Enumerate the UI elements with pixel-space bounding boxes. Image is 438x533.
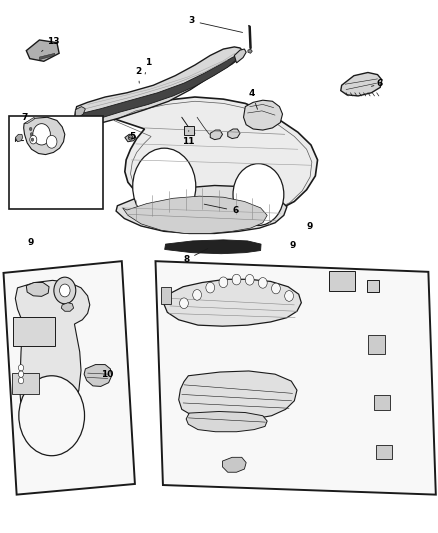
Polygon shape xyxy=(179,371,297,421)
Text: 7: 7 xyxy=(21,113,27,122)
Polygon shape xyxy=(223,457,246,472)
Bar xyxy=(13,317,55,346)
Text: 13: 13 xyxy=(42,37,60,52)
Text: 3: 3 xyxy=(188,17,243,33)
Circle shape xyxy=(206,282,215,293)
Circle shape xyxy=(258,278,267,288)
Circle shape xyxy=(29,127,32,131)
Polygon shape xyxy=(165,240,261,254)
Bar xyxy=(374,395,390,410)
Circle shape xyxy=(133,148,196,225)
Text: 9: 9 xyxy=(27,238,34,247)
Circle shape xyxy=(30,135,37,144)
Text: 6: 6 xyxy=(204,204,238,215)
Circle shape xyxy=(18,365,24,371)
Text: 8: 8 xyxy=(183,248,208,264)
Polygon shape xyxy=(186,411,267,432)
Polygon shape xyxy=(341,72,382,96)
Text: 11: 11 xyxy=(182,131,194,146)
Text: 1: 1 xyxy=(145,58,151,74)
Text: 9: 9 xyxy=(307,222,313,231)
Polygon shape xyxy=(116,185,287,233)
Polygon shape xyxy=(24,117,65,155)
Polygon shape xyxy=(26,40,59,61)
Polygon shape xyxy=(15,280,90,434)
Polygon shape xyxy=(74,47,243,126)
Circle shape xyxy=(128,135,133,140)
Text: 4: 4 xyxy=(249,89,258,109)
Bar xyxy=(376,445,392,459)
Polygon shape xyxy=(26,282,49,296)
Text: 9: 9 xyxy=(290,241,297,251)
Polygon shape xyxy=(164,279,301,326)
Bar xyxy=(161,287,171,304)
Circle shape xyxy=(46,135,57,148)
Circle shape xyxy=(233,164,284,225)
Circle shape xyxy=(19,376,85,456)
Circle shape xyxy=(232,274,241,285)
Polygon shape xyxy=(80,55,237,123)
Polygon shape xyxy=(4,261,135,495)
Polygon shape xyxy=(24,117,34,124)
Circle shape xyxy=(245,274,254,285)
Bar xyxy=(184,126,194,135)
Circle shape xyxy=(285,290,293,301)
Text: 10: 10 xyxy=(101,370,113,379)
Polygon shape xyxy=(244,100,283,130)
Polygon shape xyxy=(75,107,85,119)
Circle shape xyxy=(272,283,280,294)
Circle shape xyxy=(54,277,76,304)
Polygon shape xyxy=(228,129,240,139)
FancyBboxPatch shape xyxy=(9,116,103,209)
Polygon shape xyxy=(234,49,246,63)
Text: 2: 2 xyxy=(135,67,141,83)
Bar xyxy=(368,335,385,354)
Text: 5: 5 xyxy=(129,132,135,141)
Circle shape xyxy=(193,289,201,300)
Polygon shape xyxy=(125,134,136,142)
Bar xyxy=(12,373,39,394)
Circle shape xyxy=(33,124,50,145)
Polygon shape xyxy=(110,97,318,217)
Polygon shape xyxy=(210,130,223,140)
Polygon shape xyxy=(15,134,23,142)
Circle shape xyxy=(30,133,33,136)
Circle shape xyxy=(18,371,24,377)
Polygon shape xyxy=(155,261,436,495)
Text: 6: 6 xyxy=(371,79,383,88)
Polygon shape xyxy=(39,53,55,60)
Circle shape xyxy=(180,298,188,309)
Circle shape xyxy=(31,138,34,141)
Polygon shape xyxy=(84,365,112,386)
Polygon shape xyxy=(61,303,74,311)
Bar xyxy=(367,280,379,292)
Polygon shape xyxy=(248,49,252,53)
Bar xyxy=(329,271,355,291)
Polygon shape xyxy=(123,196,267,233)
Circle shape xyxy=(60,284,70,297)
Circle shape xyxy=(18,377,24,384)
Circle shape xyxy=(219,277,228,288)
